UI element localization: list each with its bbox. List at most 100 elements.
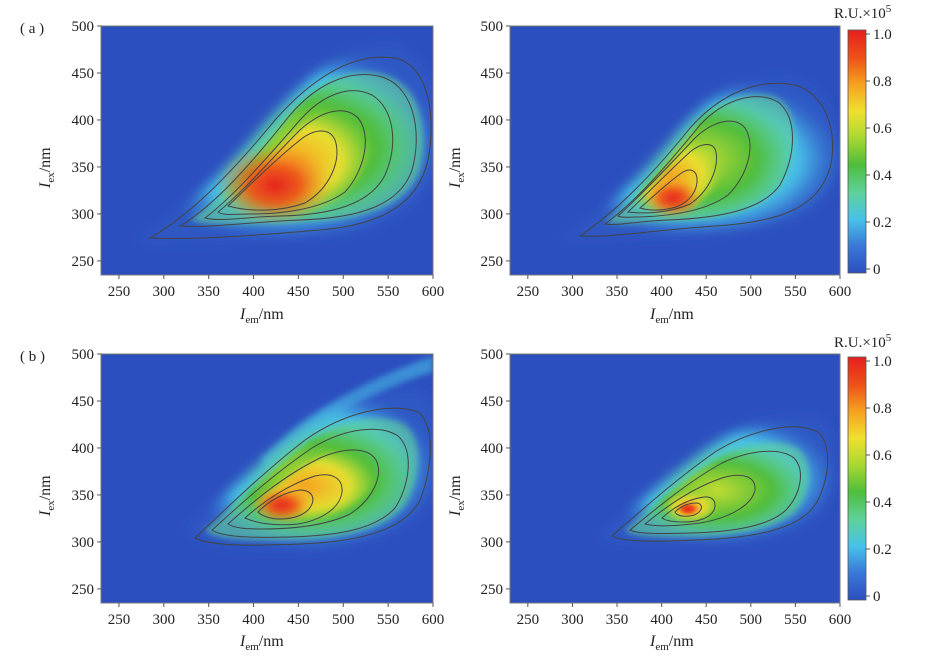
x-tick-label: 450 [695,284,718,300]
colorbar-tick-label: 0.4 [873,168,892,184]
y-tick-label: 350 [72,160,95,176]
colorbar-tick-label: 0.6 [873,121,892,137]
y-axis-title-a-left: Iex/nm [37,147,57,189]
x-tick-label: 500 [332,284,355,300]
x-tick-label: 600 [829,284,852,300]
colorbar-tick-label: 0.4 [873,495,892,511]
x-tick-label: 350 [197,612,220,628]
heatmap-panel-b-right: 250 300 350 400 450 500 550 600 250 300 350 400 450… [481,347,852,628]
x-tick-label: 600 [422,284,445,300]
y-tick-label: 450 [72,394,95,410]
y-tick-label: 450 [481,66,504,82]
heatmap-panel-a-right: 250 300 350 400 450 500 550 600 250 300 350 400 450… [481,19,852,300]
y-tick-label: 450 [481,394,504,410]
colorbar-strip [847,356,867,601]
x-tick-label: 450 [695,612,718,628]
peak-region [643,178,703,218]
x-tick-label: 550 [377,284,400,300]
y-tick-label: 350 [481,488,504,504]
x-axis-title-a-left: Iem/nm [239,306,284,326]
y-tick-label: 350 [72,488,95,504]
y-tick-label: 500 [72,19,95,35]
x-tick-label: 550 [784,284,807,300]
contour-lines [611,426,829,542]
x-tick-label: 400 [242,284,265,300]
x-axis-title-b-left: Iem/nm [239,633,284,653]
x-tick-label: 400 [650,284,673,300]
y-tick-label: 300 [481,535,504,551]
x-tick-label: 300 [561,284,584,300]
peak-region [217,145,333,225]
y-tick-label: 500 [72,347,95,363]
x-ticks: 250 300 350 400 450 500 550 600 [108,275,445,300]
colorbar-unit: R.U.×105 [834,332,892,351]
y-tick-label: 250 [481,582,504,598]
y-tick-label: 250 [72,254,95,270]
colorbar-tick-label: 0.6 [873,448,892,464]
colorbar-bottom: R.U.×105 1.0 0.8 0.6 0.4 0.2 0 [834,332,892,605]
x-tick-label: 550 [784,612,807,628]
x-axis-title-a-right: Iem/nm [649,306,694,326]
x-tick-label: 350 [606,284,629,300]
x-tick-label: 300 [153,284,176,300]
heatmap-panel-b-left: 250 300 350 400 450 500 550 600 250 300 350 400 450… [72,347,445,628]
y-tick-label: 250 [481,254,504,270]
x-ticks: 250 300 350 400 450 500 550 600 [108,603,444,628]
y-tick-label: 400 [72,113,95,129]
peak-region [675,501,701,517]
y-axis-title-b-left: Iex/nm [37,475,57,517]
axis-titles: Iem/nm Iex/nm Iem/nm Iex/nm Iem/nm Iex/n… [37,147,694,653]
x-ticks: 250 300 350 400 450 500 550 600 [517,603,852,628]
x-tick-label: 350 [197,284,220,300]
x-tick-label: 250 [108,284,131,300]
colorbar-tick-label: 0 [873,262,881,278]
y-ticks: 250 300 350 400 450 500 [481,347,510,598]
x-tick-label: 450 [287,284,310,300]
x-tick-label: 400 [242,612,265,628]
panel-a-label: ( a ) [20,21,44,37]
y-tick-label: 450 [72,66,95,82]
y-tick-label: 250 [72,582,95,598]
x-tick-label: 250 [517,284,540,300]
colorbar-tick-label: 0 [873,589,881,605]
y-tick-label: 400 [72,441,95,457]
colorbar-ticks: 1.0 0.8 0.6 0.4 0.2 0 [866,27,892,278]
y-ticks: 250 300 350 400 450 500 [481,19,510,270]
colorbar-tick-label: 0.2 [873,542,892,558]
x-tick-label: 250 [108,612,131,628]
contour-lines [194,407,431,546]
contour-lines [148,56,432,239]
colorbar-tick-label: 1.0 [873,354,892,370]
y-tick-label: 500 [481,347,504,363]
y-tick-label: 350 [481,160,504,176]
peak-region [252,487,312,523]
panel-b-label: ( b ) [20,349,45,365]
y-tick-label: 500 [481,19,504,35]
colorbar-top: R.U.×105 1.0 0.8 0.6 0.4 0.2 0 [834,3,892,278]
y-tick-label: 300 [72,207,95,223]
y-axis-title-a-right: Iex/nm [447,147,467,189]
colorbar-tick-label: 0.8 [873,401,892,417]
colorbar-tick-label: 0.2 [873,215,892,231]
colorbar-tick-label: 1.0 [873,27,892,43]
x-tick-label: 600 [829,612,852,628]
y-tick-label: 400 [481,441,504,457]
y-tick-label: 300 [72,535,95,551]
x-tick-label: 500 [332,612,355,628]
y-ticks: 250 300 350 400 450 500 [72,19,101,270]
x-tick-label: 300 [153,612,176,628]
colorbar-tick-label: 0.8 [873,74,892,90]
colorbar-unit: R.U.×105 [834,3,892,22]
x-tick-label: 550 [377,612,400,628]
y-ticks: 250 300 350 400 450 500 [72,347,101,598]
y-axis-title-b-right: Iex/nm [447,475,467,517]
contour-lines [578,82,834,237]
x-tick-label: 350 [606,612,629,628]
x-tick-label: 450 [287,612,310,628]
x-tick-label: 500 [740,612,763,628]
colorbar-ticks: 1.0 0.8 0.6 0.4 0.2 0 [866,354,892,605]
x-tick-label: 300 [561,612,584,628]
y-tick-label: 300 [481,207,504,223]
x-tick-label: 500 [740,284,763,300]
